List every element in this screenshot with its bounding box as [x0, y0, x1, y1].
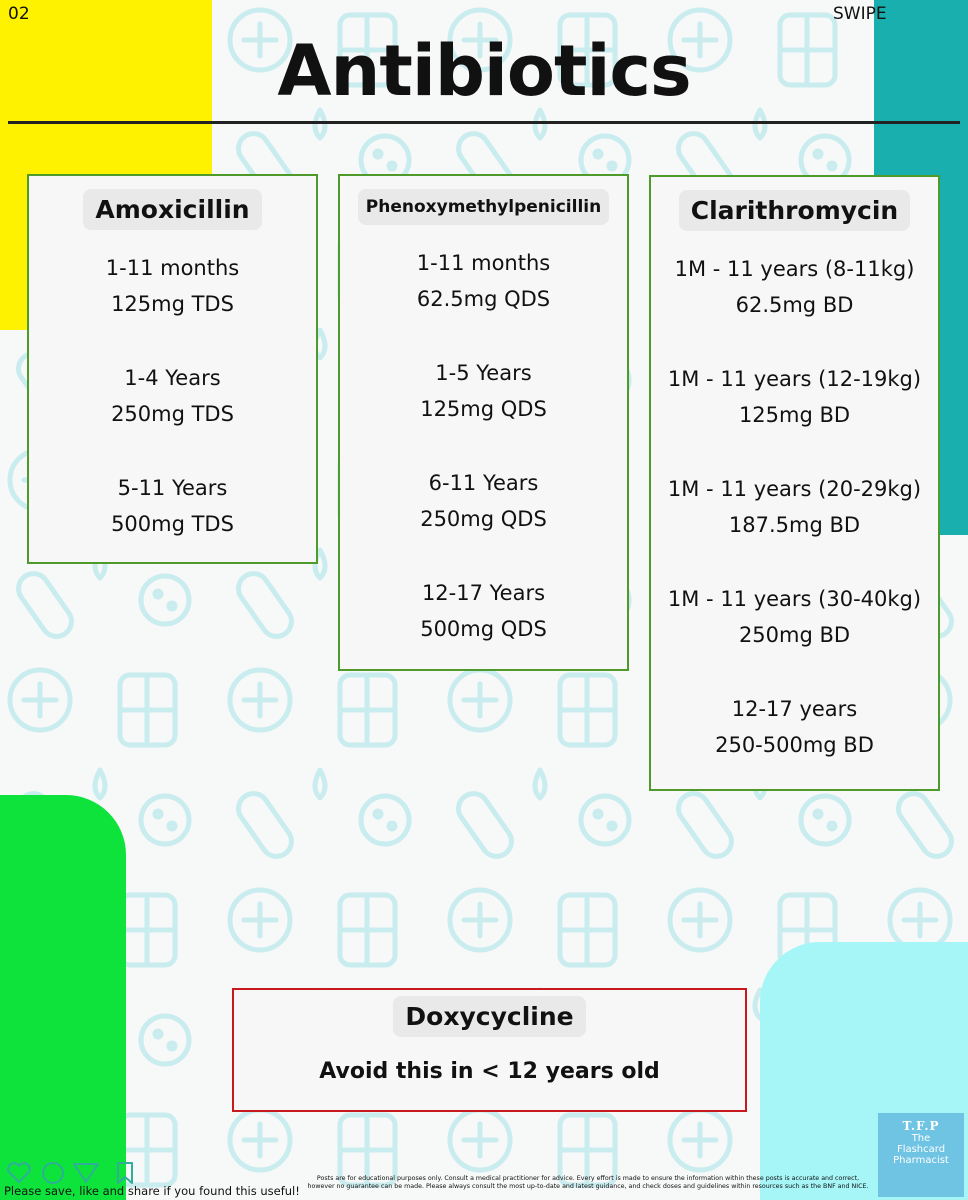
social-icons [7, 1162, 133, 1184]
dose-amount: 62.5mg BD [735, 293, 854, 317]
dose-amount: 500mg QDS [420, 617, 547, 641]
phenoxymethylpenicillin-card: Phenoxymethylpenicillin 1-11 months 62.5… [338, 174, 629, 671]
dose-amount: 500mg TDS [111, 512, 234, 536]
dose-age: 5-11 Years [117, 476, 228, 500]
dose-age: 6-11 Years [428, 471, 539, 495]
dose-age: 12-17 years [731, 697, 858, 721]
dose-age: 1M - 11 years (12-19kg) [667, 367, 922, 391]
card-title: Clarithromycin [678, 190, 911, 231]
doxycycline-card: Doxycycline Avoid this in < 12 years old [232, 988, 747, 1112]
card-title: Phenoxymethylpenicillin [357, 189, 610, 225]
dose-amount: 125mg BD [738, 403, 851, 427]
flashcard-pharmacist-logo: T.F.P The Flashcard Pharmacist [878, 1113, 964, 1197]
logo-line: Pharmacist [893, 1155, 949, 1166]
chat-icon [42, 1162, 64, 1184]
dose-entry: 12-17 Years 500mg QDS [340, 575, 627, 647]
dose-amount: 125mg TDS [111, 292, 234, 316]
swipe-label: SWIPE [833, 4, 887, 24]
logo-mark: T.F.P [902, 1119, 940, 1133]
doxycycline-note: Avoid this in < 12 years old [319, 1059, 660, 1084]
title-divider [8, 121, 960, 124]
dose-age: 12-17 Years [421, 581, 546, 605]
dose-age: 1-11 months [416, 251, 551, 275]
dose-age: 1M - 11 years (30-40kg) [667, 587, 922, 611]
amoxicillin-card: Amoxicillin 1-11 months 125mg TDS 1-4 Ye… [27, 174, 318, 564]
heart-icon [7, 1162, 31, 1183]
page-title: Antibiotics [277, 30, 691, 112]
dose-entry: 1-5 Years 125mg QDS [340, 355, 627, 427]
dose-amount: 250mg TDS [111, 402, 234, 426]
logo-line: The [911, 1133, 931, 1144]
dose-amount: 62.5mg QDS [416, 287, 551, 311]
dose-entry: 1-11 months 125mg TDS [29, 250, 316, 322]
dose-amount: 250mg BD [738, 623, 851, 647]
clarithromycin-card: Clarithromycin 1M - 11 years (8-11kg) 62… [649, 175, 940, 791]
card-title: Amoxicillin [83, 189, 262, 230]
dose-entry: 1M - 11 years (12-19kg) 125mg BD [651, 361, 938, 433]
card-title: Doxycycline [393, 996, 586, 1037]
bookmark-icon [117, 1162, 133, 1184]
dose-entry: 1M - 11 years (8-11kg) 62.5mg BD [651, 251, 938, 323]
dose-entry: 1-4 Years 250mg TDS [29, 360, 316, 432]
page-number: 02 [8, 4, 30, 24]
logo-line: Flashcard [896, 1144, 946, 1155]
green-corner-block [0, 795, 126, 1200]
share-text: Please save, like and share if you found… [4, 1184, 300, 1198]
dose-age: 1-4 Years [124, 366, 221, 390]
dose-age: 1-5 Years [435, 361, 532, 385]
dose-amount: 250mg QDS [420, 507, 547, 531]
dose-age: 1M - 11 years (8-11kg) [674, 257, 915, 281]
dose-amount: 187.5mg BD [728, 513, 861, 537]
disclaimer-text: Posts are for educational purposes only.… [307, 1175, 869, 1190]
dose-amount: 250-500mg BD [715, 733, 874, 757]
dose-entry: 6-11 Years 250mg QDS [340, 465, 627, 537]
dose-entry: 12-17 years 250-500mg BD [651, 691, 938, 763]
send-icon [73, 1163, 99, 1183]
dose-entry: 5-11 Years 500mg TDS [29, 470, 316, 542]
dose-entry: 1M - 11 years (30-40kg) 250mg BD [651, 581, 938, 653]
dose-entry: 1-11 months 62.5mg QDS [340, 245, 627, 317]
dose-entry: 1M - 11 years (20-29kg) 187.5mg BD [651, 471, 938, 543]
dose-amount: 125mg QDS [420, 397, 547, 421]
dose-age: 1-11 months [105, 256, 240, 280]
dose-age: 1M - 11 years (20-29kg) [667, 477, 922, 501]
